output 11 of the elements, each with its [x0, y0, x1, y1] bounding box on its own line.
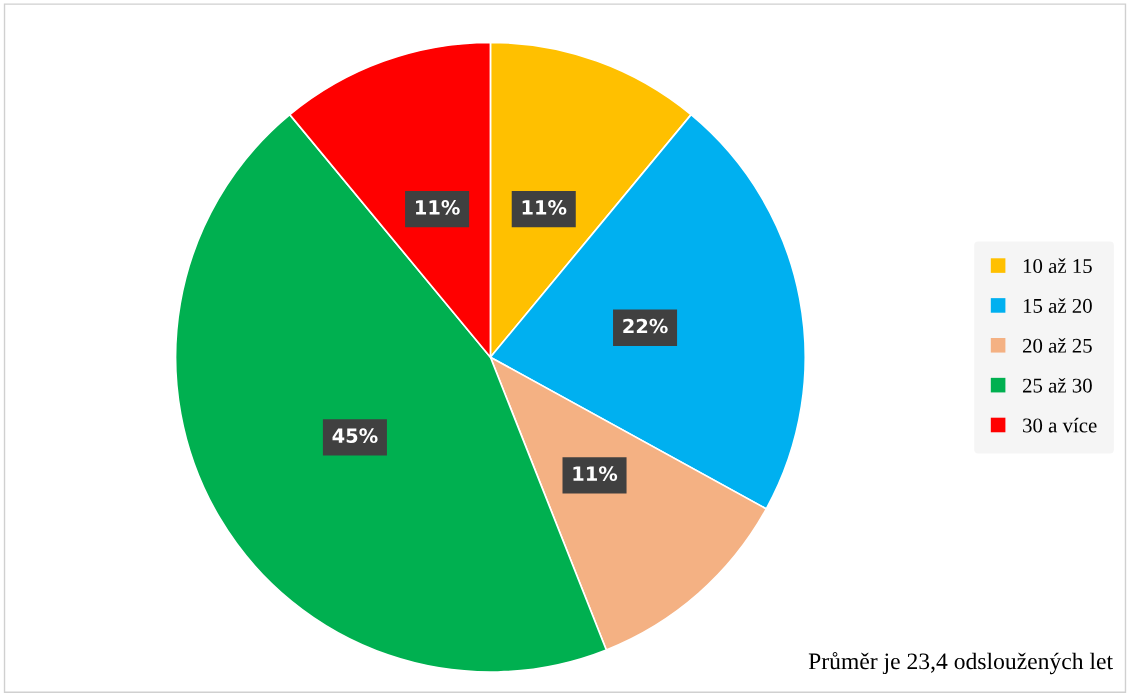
legend-label: 30 a více	[1023, 417, 1097, 433]
legend-label: 20 až 25	[1022, 338, 1092, 353]
legend-label: 25 až 30	[1022, 377, 1092, 393]
text: Průměr je 23,4 odsloužených let	[808, 651, 1113, 675]
data-label: 11%	[416, 200, 460, 215]
legend-label: 10 až 15	[1023, 258, 1092, 274]
data-label: 11%	[573, 466, 618, 481]
data-label: 22%	[623, 318, 668, 334]
legend-label: 15 až 20	[1023, 298, 1092, 313]
data-label: 45%	[332, 428, 378, 443]
data-label: 11%	[522, 200, 567, 215]
